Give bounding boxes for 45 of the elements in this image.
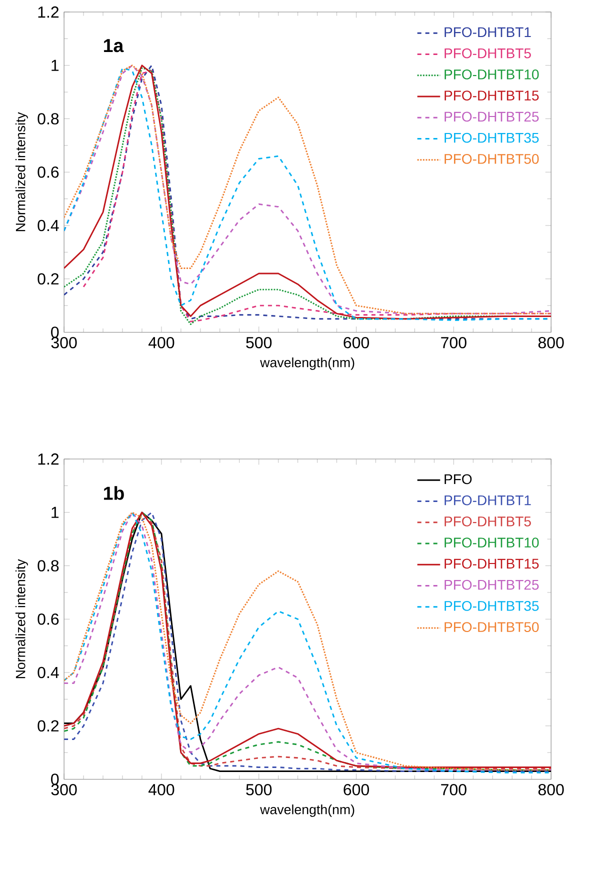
- legend-label: PFO-DHTBT10: [444, 538, 539, 548]
- x-tick-label: 500: [246, 336, 272, 348]
- x-tick-label: 400: [148, 784, 174, 796]
- y-tick-label: 0.2: [38, 273, 58, 285]
- y-tick-label: 0.6: [38, 166, 59, 178]
- y-tick-label: 0.4: [38, 666, 59, 678]
- x-tick-label: 500: [246, 784, 272, 796]
- legend-label: PFO-DHTBT5: [444, 516, 531, 526]
- y-tick-label: 1: [52, 60, 58, 71]
- legend-label: PFO-DHTBT25: [444, 112, 539, 122]
- annotation: 1b: [104, 486, 124, 500]
- y-axis-title: Normalized intensity: [15, 559, 28, 678]
- x-axis-title: wavelength(nm): [260, 357, 354, 370]
- x-tick-label: 300: [51, 784, 77, 796]
- y-tick-label: 1.2: [38, 6, 58, 18]
- legend-label: PFO-DHTBT1: [444, 495, 531, 506]
- x-tick-label: 600: [344, 784, 369, 796]
- x-axis-title: wavelength(nm): [260, 804, 354, 817]
- x-tick-label: 600: [344, 336, 369, 348]
- legend-label: PFO-DHTBT35: [444, 132, 539, 143]
- y-tick-label: 0.8: [38, 113, 59, 124]
- y-tick-label: 0.6: [38, 613, 59, 625]
- x-tick-label: 300: [51, 336, 77, 348]
- legend-label: PFO-DHTBT50: [444, 154, 539, 164]
- legend-label: PFO-DHTBT5: [444, 48, 531, 58]
- x-tick-label: 800: [538, 784, 564, 796]
- y-tick-label: 0.2: [38, 720, 58, 732]
- y-tick-label: 1.2: [38, 453, 58, 465]
- y-tick-label: 0.8: [38, 560, 59, 572]
- x-tick-label: 400: [148, 336, 174, 348]
- y-axis-title: Normalized intensity: [15, 112, 28, 232]
- legend-label: PFO-DHTBT15: [444, 90, 539, 101]
- legend-label: PFO: [444, 474, 472, 484]
- x-tick-label: 700: [441, 784, 466, 796]
- y-tick-label: 1: [52, 506, 58, 518]
- legend-label: PFO-DHTBT10: [444, 69, 539, 80]
- legend-label: PFO-DHTBT15: [444, 558, 539, 569]
- x-tick-label: 800: [538, 336, 564, 348]
- legend-label: PFO-DHTBT50: [444, 622, 539, 632]
- legend-label: PFO-DHTBT35: [444, 600, 539, 611]
- legend-label: PFO-DHTBT25: [444, 580, 539, 590]
- legend-label: PFO-DHTBT1: [444, 27, 531, 38]
- annotation: 1a: [104, 39, 124, 52]
- x-tick-label: 700: [441, 336, 466, 348]
- y-tick-label: 0.4: [38, 220, 59, 232]
